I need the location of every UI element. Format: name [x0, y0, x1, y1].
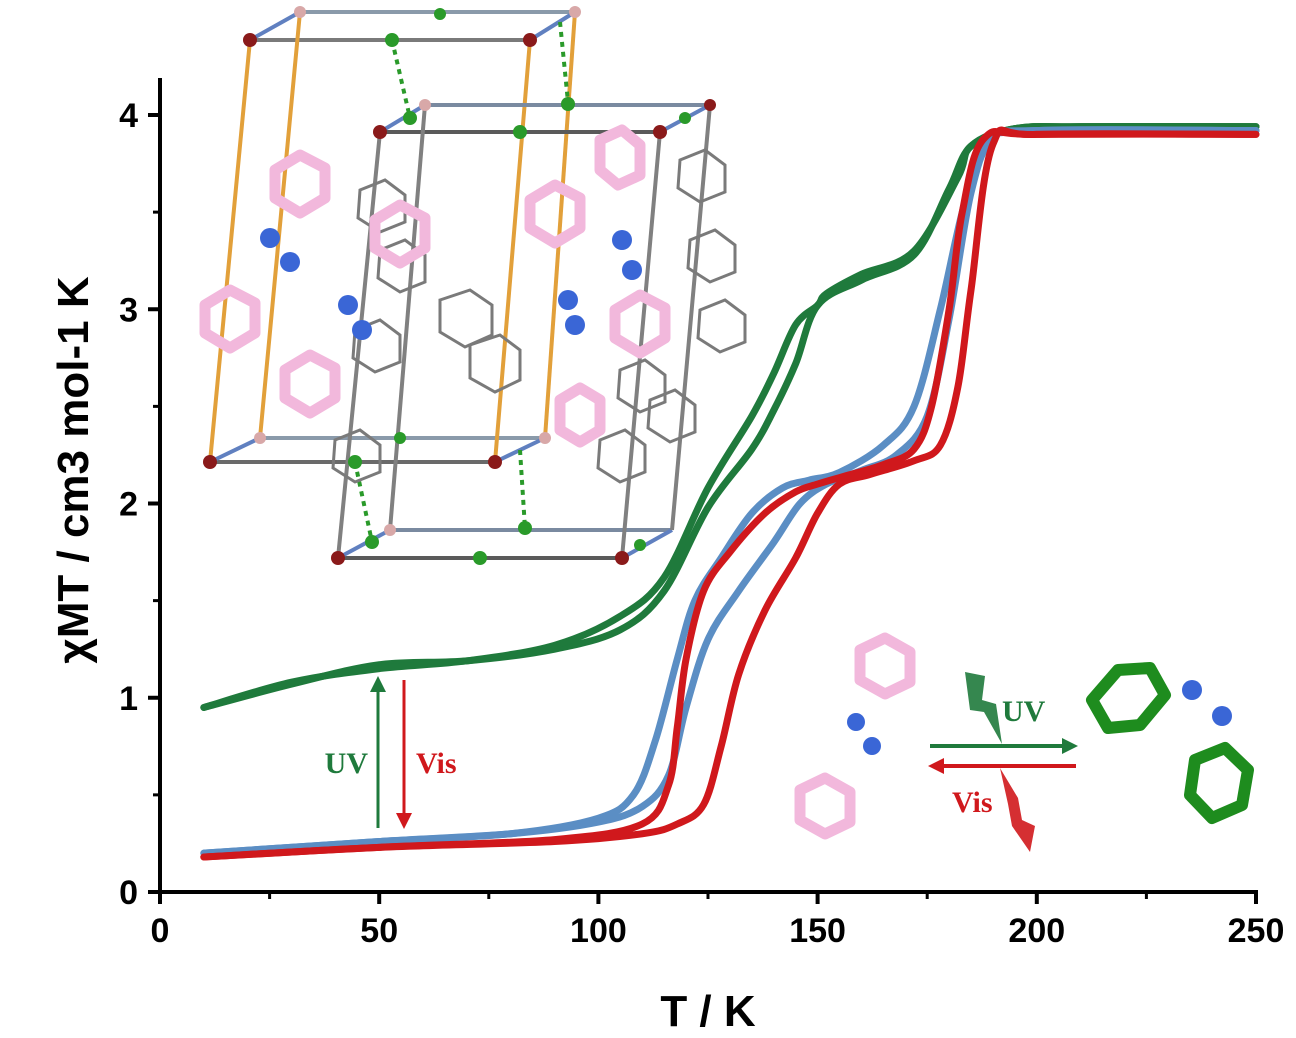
x-axis-title: T / K	[660, 987, 756, 1036]
series-line-2	[200, 123, 1260, 711]
vis-label: Vis	[416, 747, 457, 780]
isomerization-inset: UV Vis	[794, 632, 1254, 852]
x-tick-label: 200	[1008, 912, 1065, 950]
x-tick-label: 100	[570, 912, 627, 950]
x-tick-label: 150	[789, 912, 846, 950]
y-tick-label: 2	[119, 486, 138, 524]
series-layer	[200, 123, 1260, 861]
series-line-4	[200, 126, 1260, 857]
uv-vis-annotation: UV Vis	[325, 676, 457, 829]
series-line-5	[200, 128, 1260, 861]
y-tick-label: 4	[119, 97, 138, 135]
inset-vis-label: Vis	[952, 786, 993, 819]
y-axis-title: χMT / cm3 mol-1 K	[49, 276, 98, 663]
series-line-1	[200, 123, 1260, 711]
y-tick-label: 3	[119, 291, 138, 329]
series-line-6	[200, 126, 1260, 861]
crystal-structure-illustration	[199, 6, 747, 565]
y-tick-label: 0	[119, 874, 138, 912]
uv-label: UV	[325, 747, 369, 780]
inset-uv-label: UV	[1002, 695, 1046, 728]
x-tick-label: 50	[360, 912, 398, 950]
ticks-layer: 0 50 100 150 200 250 0 1 2 3 4	[119, 97, 1284, 950]
x-tick-label: 250	[1228, 912, 1285, 950]
y-tick-label: 1	[119, 680, 138, 718]
x-tick-label: 0	[151, 912, 170, 950]
